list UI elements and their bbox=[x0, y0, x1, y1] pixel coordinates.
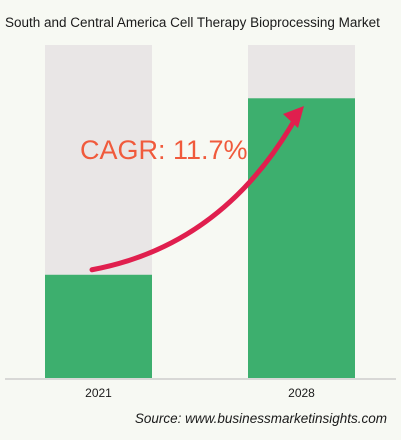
arrow-shaft bbox=[89, 111, 301, 273]
cagr-annotation: CAGR: 11.7% bbox=[80, 135, 248, 165]
bar-2028 bbox=[248, 98, 355, 378]
source-note: Source: www.businessmarketinsights.com bbox=[134, 411, 387, 426]
x-tick-label: 2021 bbox=[85, 386, 112, 400]
bar-2021 bbox=[45, 274, 152, 378]
x-tick-label: 2028 bbox=[288, 386, 315, 400]
bars-layer bbox=[45, 45, 355, 378]
chart-title: South and Central America Cell Therapy B… bbox=[5, 15, 380, 30]
arrow-head bbox=[283, 106, 304, 128]
x-tick-labels: 2021 2028 bbox=[85, 386, 315, 400]
growth-arrow bbox=[89, 106, 304, 273]
